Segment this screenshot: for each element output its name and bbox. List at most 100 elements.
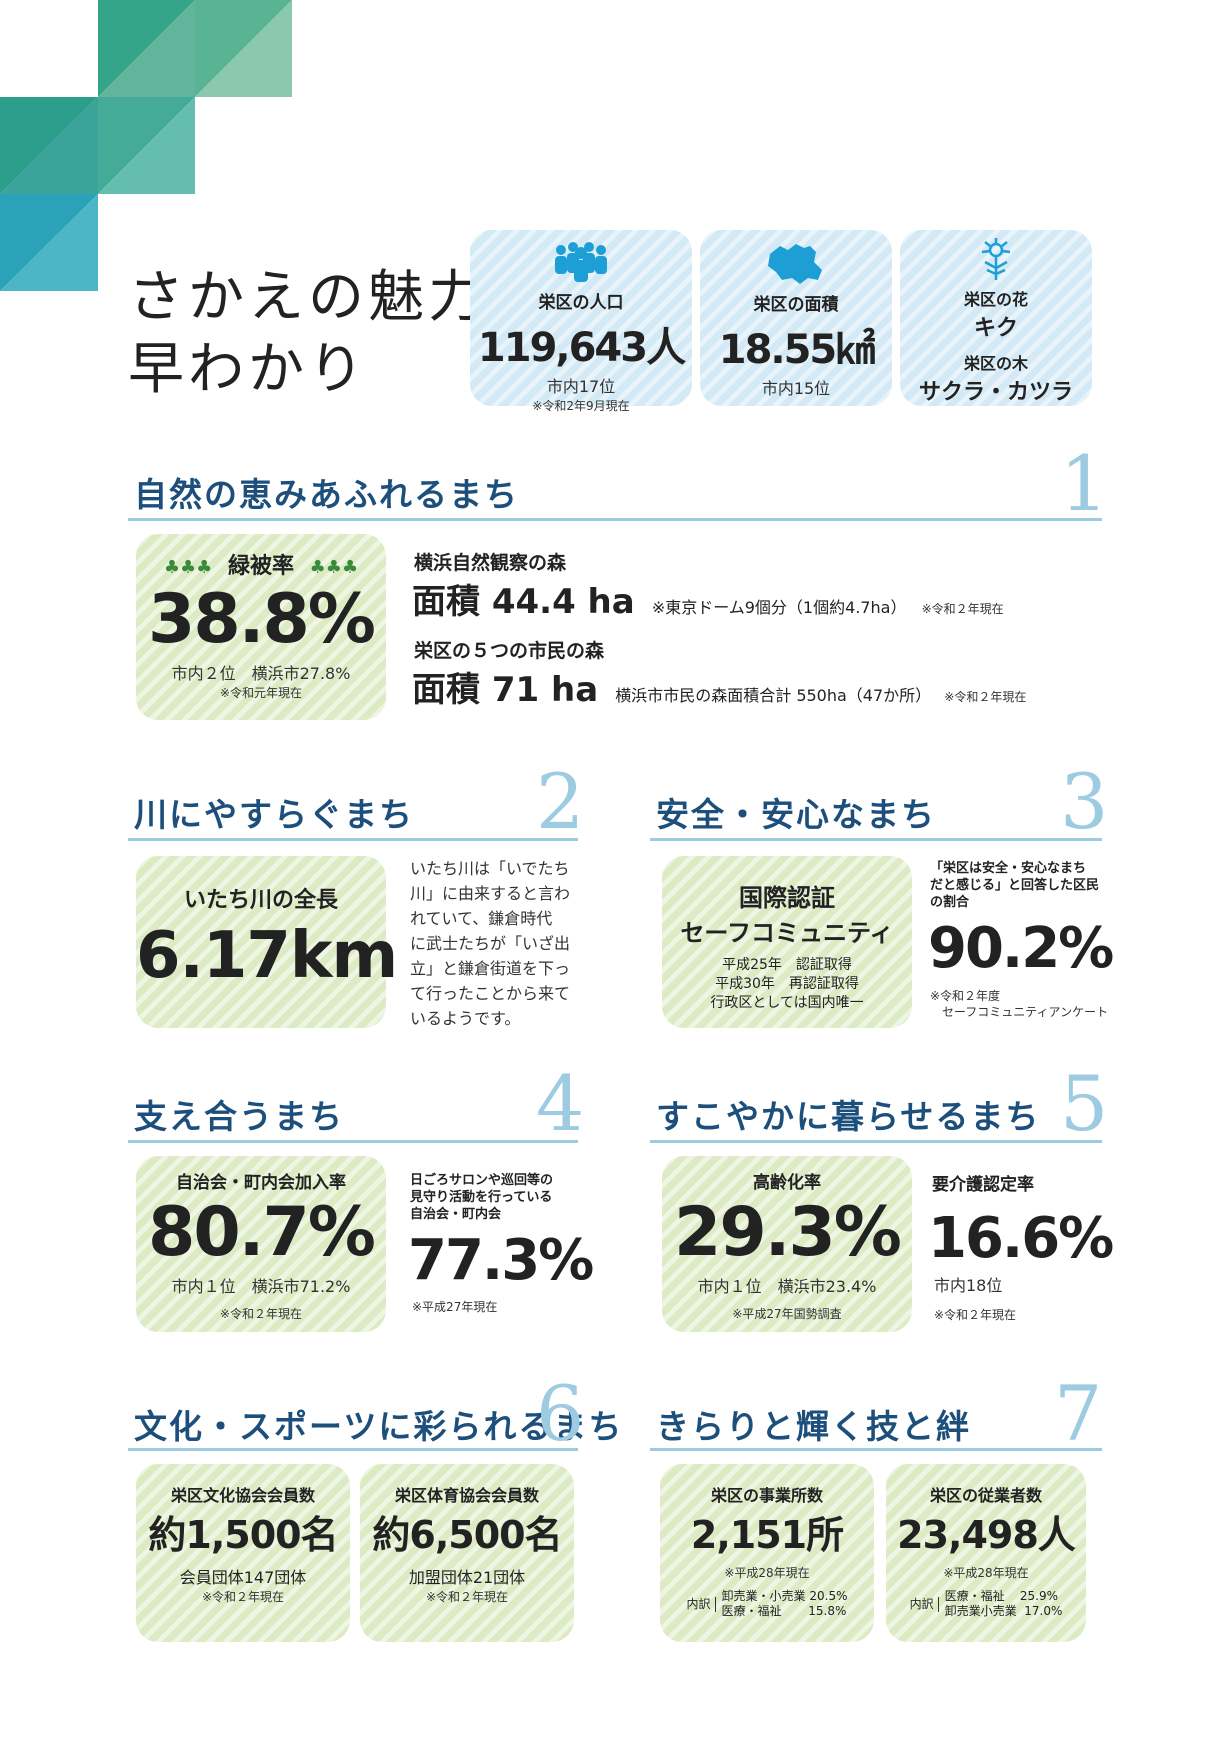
sec6-divider xyxy=(128,1448,578,1451)
page-title: さかえの魅力 早わかり xyxy=(128,262,488,406)
safe-community-card: 国際認証 セーフコミュニティ 平成25年 認証取得 平成30年 再認証取得 行政… xyxy=(662,856,912,1028)
green-note: ※令和元年現在 xyxy=(219,686,303,700)
aging-value: 29.3% xyxy=(674,1193,902,1272)
river-text-line: 川」に由来すると言わ xyxy=(410,884,571,903)
population-value: 119,643人 xyxy=(477,325,686,371)
aging-note: ※平成27年国勢調査 xyxy=(732,1307,842,1321)
river-text-line: に武士たちが「いざ出 xyxy=(410,934,571,953)
safety-value: 90.2% xyxy=(928,916,1114,981)
population-rank: 市内17位 xyxy=(546,377,616,396)
river-card: いたち川の全長 6.17km xyxy=(136,856,398,1028)
forest1-row: 面積 44.4 ha ※東京ドーム9個分（1個約4.7ha） ※令和２年現在 xyxy=(412,574,1004,623)
sec2-title: 川にやすらぐまち xyxy=(134,795,414,834)
employee-v1: 25.9% xyxy=(1019,1589,1059,1603)
safety-question: 「栄区は安全・安心なまち だと感じる」と回答した区民 の割合 xyxy=(930,860,1099,911)
employee-label: 栄区の従業者数 xyxy=(929,1486,1042,1505)
page-title-line1: さかえの魅力 xyxy=(128,265,488,330)
tree-label: 栄区の木 xyxy=(963,354,1028,373)
watch-activity-line: 日ごろサロンや巡回等の xyxy=(410,1173,554,1188)
flower-value: キク xyxy=(973,316,1018,341)
business-label: 栄区の事業所数 xyxy=(710,1486,823,1505)
cert-label2: セーフコミュニティ xyxy=(680,919,894,947)
area-value: 18.55㎢ xyxy=(718,327,876,373)
aging-label: 高齢化率 xyxy=(753,1173,821,1193)
green-value: 38.8% xyxy=(148,580,376,659)
sec4-number: 4 xyxy=(536,1059,585,1148)
culture-label: 栄区文化協会会員数 xyxy=(170,1486,315,1505)
employee-breakdown: 内訳 医療・福祉 25.9% 卸売業小売業 17.0% xyxy=(886,1589,1086,1619)
business-breakdown: 内訳 卸売業・小売業 20.5% 医療・福祉 15.8% xyxy=(660,1589,874,1619)
area-card: 栄区の面積 18.55㎢ 市内15位 xyxy=(700,230,892,406)
river-description: いたち川は「いでたち 川」に由来すると言わ れていて、鎌倉時代 に武士たちが「い… xyxy=(410,856,570,1031)
sec3-title: 安全・安心なまち xyxy=(656,795,936,834)
population-note: ※令和2年9月現在 xyxy=(532,399,630,413)
care-value: 16.6% xyxy=(928,1206,1114,1271)
sec3-number: 3 xyxy=(1060,757,1109,846)
cert-label1: 国際認証 xyxy=(739,884,835,912)
sec2-number: 2 xyxy=(536,757,585,846)
river-text-line: て行ったことから来て xyxy=(410,984,571,1003)
area-label: 栄区の面積 xyxy=(753,295,839,315)
forest1-value: 面積 44.4 ha xyxy=(412,582,635,622)
corner-decoration xyxy=(0,0,292,291)
culture-value: 約1,500名 xyxy=(148,1513,338,1557)
business-r2: 医療・福祉 xyxy=(721,1604,782,1618)
watch-activity-label: 日ごろサロンや巡回等の 見守り活動を行っている 自治会・町内会 xyxy=(410,1172,553,1223)
forest1-title: 横浜自然観察の森 xyxy=(414,552,567,574)
neighborhood-rank: 市内１位 横浜市71.2% xyxy=(171,1277,351,1296)
symbols-card: 栄区の花 キク 栄区の木 サクラ・カツラ xyxy=(900,230,1092,406)
cert-line: 平成30年 再認証取得 xyxy=(715,976,859,992)
employee-breakdown-label: 内訳 xyxy=(910,1596,939,1612)
care-rank: 市内18位 xyxy=(934,1276,1003,1295)
river-text-line: いるようです。 xyxy=(410,1009,521,1028)
map-icon xyxy=(768,244,822,284)
safety-note-line: ※令和２年度 xyxy=(930,989,1001,1003)
business-v2: 15.8% xyxy=(808,1604,847,1618)
sports-note: ※令和２年現在 xyxy=(425,1590,509,1604)
sec5-title: すこやかに暮らせるまち xyxy=(656,1097,1041,1136)
culture-note: ※令和２年現在 xyxy=(201,1590,285,1604)
watch-activity-note: ※平成27年現在 xyxy=(412,1300,498,1314)
sports-card: 栄区体育協会会員数 約6,500名 加盟団体21団体 ※令和２年現在 xyxy=(360,1464,574,1642)
river-text-line: れていて、鎌倉時代 xyxy=(410,909,553,928)
neighborhood-note: ※令和２年現在 xyxy=(219,1307,303,1321)
sec3-divider xyxy=(650,838,1102,841)
green-label-row: ♣♣♣ 緑被率 ♣♣♣ xyxy=(136,548,386,580)
care-label: 要介護認定率 xyxy=(932,1175,1034,1195)
neighborhood-label: 自治会・町内会加入率 xyxy=(176,1173,346,1193)
aging-card: 高齢化率 29.3% 市内１位 横浜市23.4% ※平成27年国勢調査 xyxy=(662,1156,912,1332)
neighborhood-value: 80.7% xyxy=(148,1193,376,1272)
sec1-title: 自然の恵みあふれるまち xyxy=(134,475,519,514)
business-note: ※平成28年現在 xyxy=(724,1566,810,1580)
sec2-divider xyxy=(128,838,578,841)
cert-line: 行政区としては国内唯一 xyxy=(710,995,864,1011)
population-label: 栄区の人口 xyxy=(538,293,624,313)
page-title-line2: 早わかり xyxy=(128,337,368,402)
river-label: いたち川の全長 xyxy=(183,888,338,913)
care-note: ※令和２年現在 xyxy=(934,1308,1017,1322)
watch-activity-value: 77.3% xyxy=(408,1228,594,1293)
people-icon xyxy=(555,242,607,282)
green-label: 緑被率 xyxy=(227,554,294,579)
culture-sub: 会員団体147団体 xyxy=(179,1568,307,1587)
sec6-title: 文化・スポーツに彩られるまち xyxy=(134,1407,624,1446)
green-rank: 市内２位 横浜市27.8% xyxy=(171,664,351,683)
aging-rank: 市内１位 横浜市23.4% xyxy=(697,1277,877,1296)
area-rank: 市内15位 xyxy=(761,379,831,398)
business-v1: 20.5% xyxy=(809,1589,848,1603)
safety-question-line: だと感じる」と回答した区民 xyxy=(930,878,1100,893)
forest2-desc: 横浜市市民の森面積合計 550ha（47か所） xyxy=(615,686,932,705)
sec5-divider xyxy=(650,1140,1102,1143)
forest2-title: 栄区の５つの市民の森 xyxy=(414,640,605,662)
sports-value: 約6,500名 xyxy=(372,1513,562,1557)
watch-activity-line: 見守り活動を行っている xyxy=(410,1190,553,1205)
forest2-row: 面積 71 ha 横浜市市民の森面積合計 550ha（47か所） ※令和２年現在 xyxy=(412,662,1026,711)
business-breakdown-label: 内訳 xyxy=(687,1596,716,1612)
chrysanthemum-icon xyxy=(981,238,1011,280)
neighborhood-card: 自治会・町内会加入率 80.7% 市内１位 横浜市71.2% ※令和２年現在 xyxy=(136,1156,386,1332)
cert-line: 平成25年 認証取得 xyxy=(722,957,852,973)
employee-note: ※平成28年現在 xyxy=(943,1566,1029,1580)
sec1-number: 1 xyxy=(1060,439,1109,528)
tree-icon: ♣♣♣ xyxy=(309,557,359,578)
culture-card: 栄区文化協会会員数 約1,500名 会員団体147団体 ※令和２年現在 xyxy=(136,1464,350,1642)
